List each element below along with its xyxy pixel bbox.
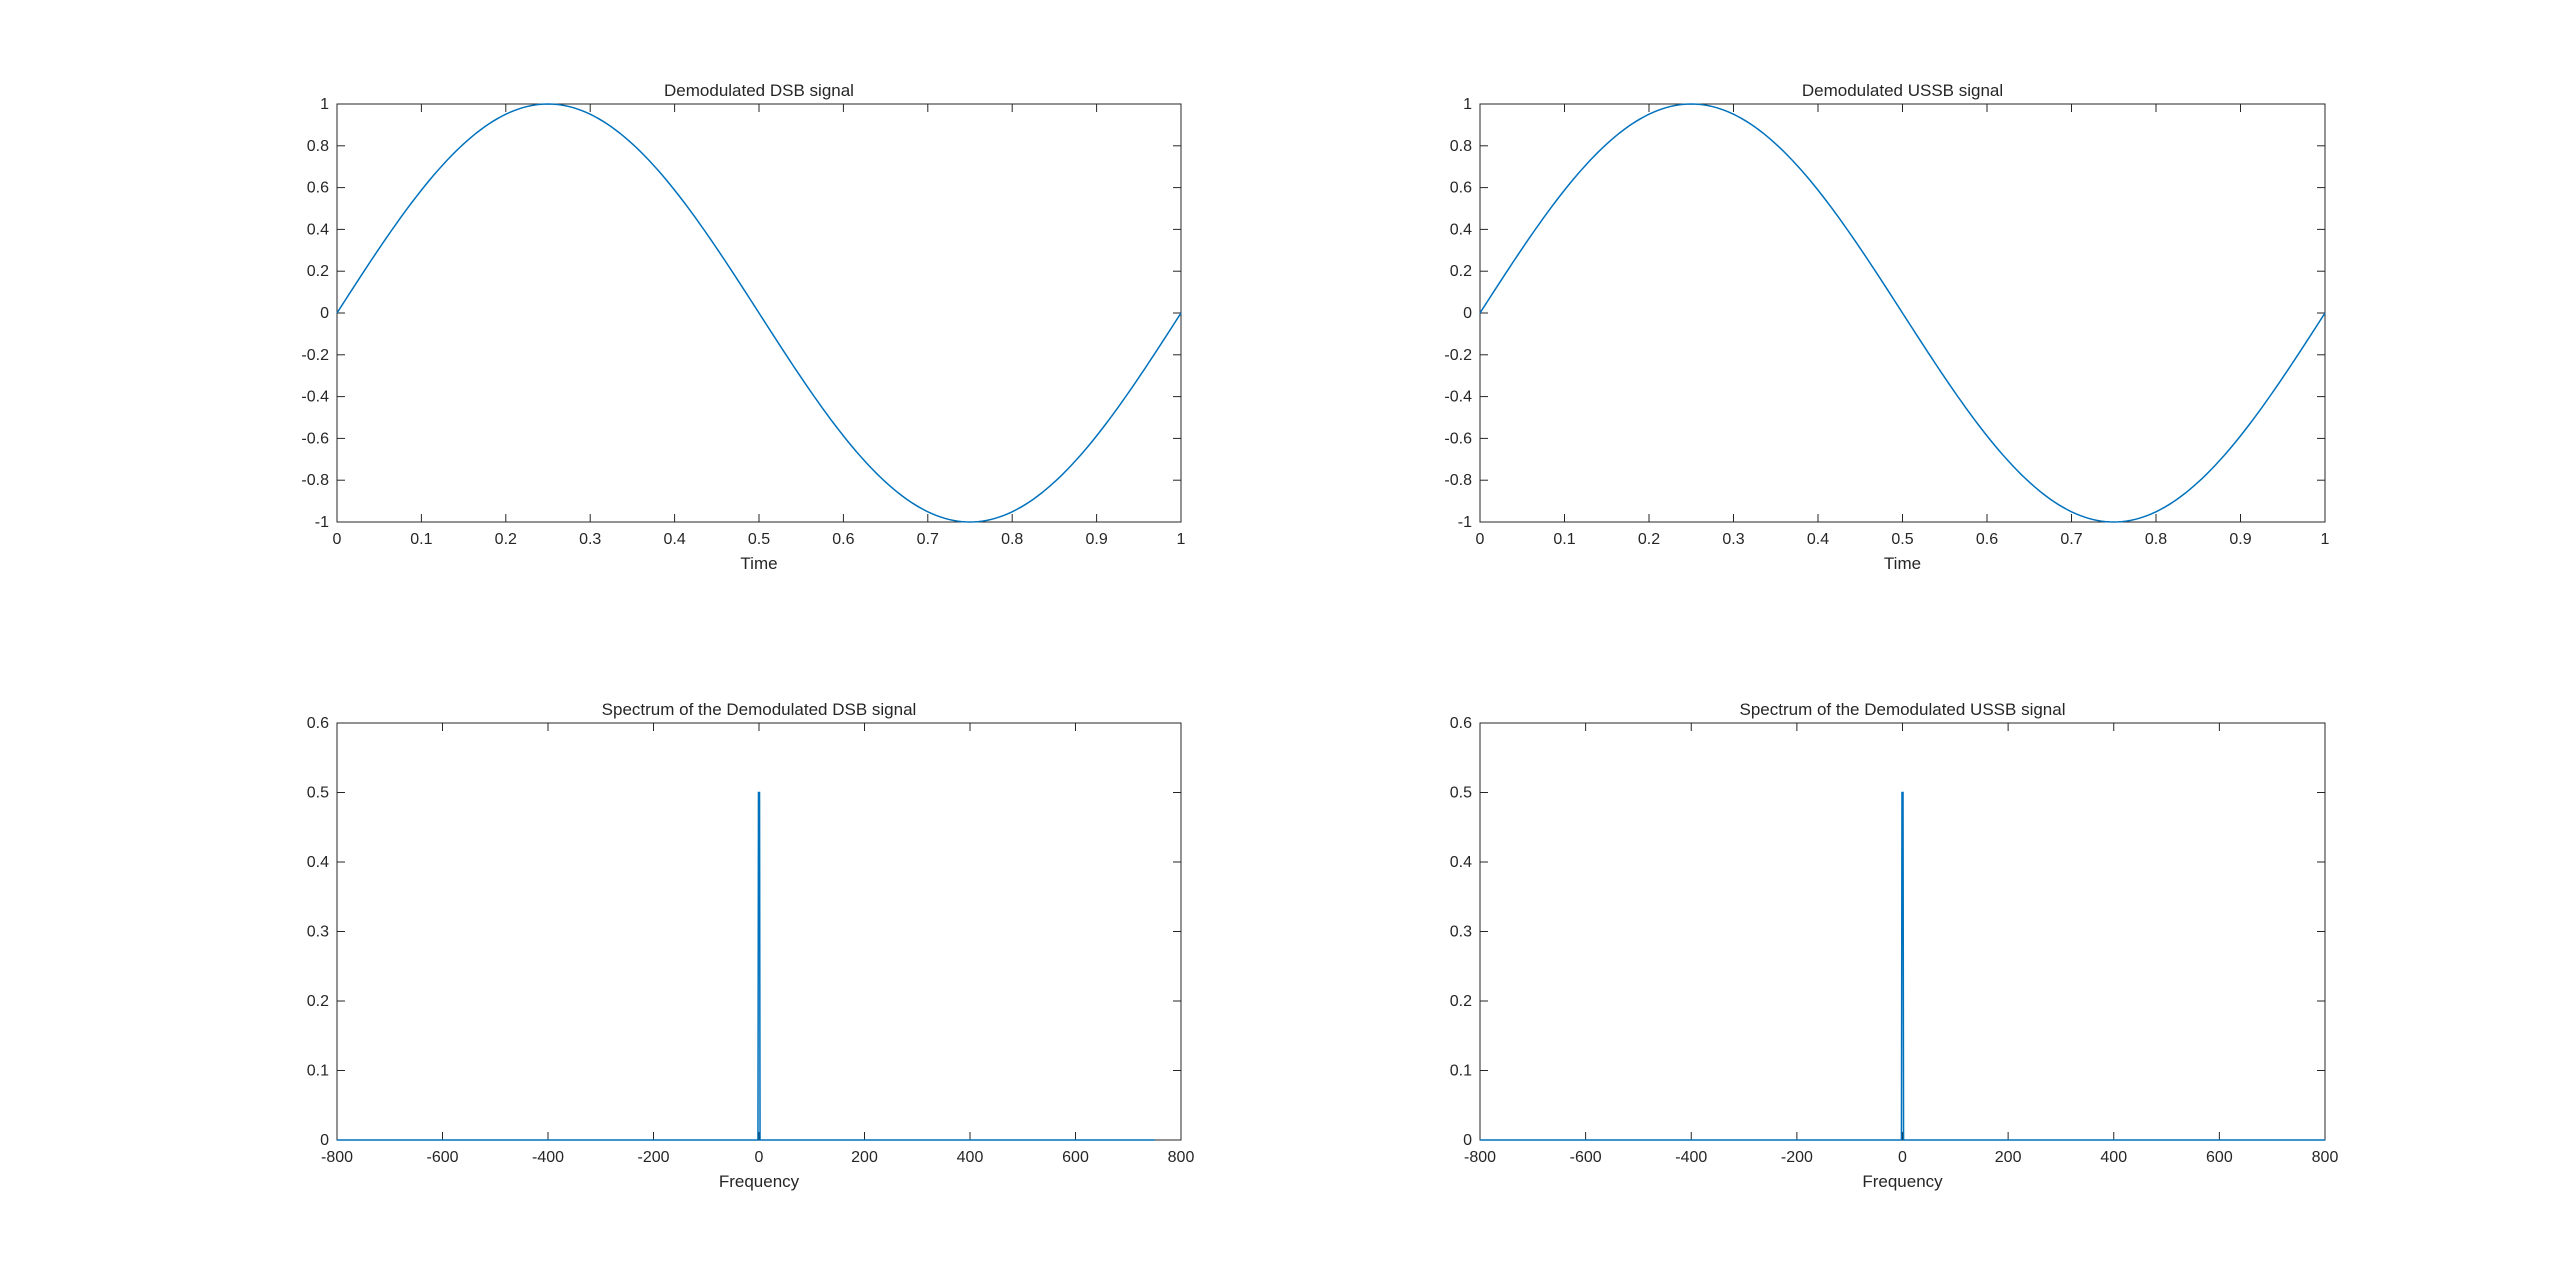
x-tick-label: -400 [532,1149,564,1166]
x-tick-label: 0.3 [579,531,601,548]
y-tick-label: -0.4 [301,389,329,406]
y-tick-label: -0.6 [301,430,329,447]
x-tick-label: 800 [1168,1149,1195,1166]
y-tick-label: 0 [320,305,329,322]
y-tick-label: 0.6 [307,715,329,732]
y-tick-label: 0.6 [1450,180,1472,197]
series-line [336,103,1182,523]
chart-1: 0 0.1 0.2 0.3 0.4 0.5 0.6 0.7 0.8 0.9 1 -1 -0.8 -0.6 -… [301,81,1185,573]
x-tick-label: 0 [333,531,342,548]
x-tick-label: 200 [851,1149,878,1166]
y-tick-label: 0.5 [1450,785,1472,802]
x-tick-label: 0.4 [663,531,685,548]
chart-title: Spectrum of the Demodulated USSB signal [1739,700,2065,719]
chart-2: 0 0.1 0.2 0.3 0.4 0.5 0.6 0.7 0.8 0.9 1 -1 -0.8 -0.6 -… [1444,81,2329,573]
y-tick-label: -0.6 [1444,430,1472,447]
y-tick-label: -0.2 [1444,347,1472,364]
x-tick-label: 800 [2312,1149,2339,1166]
y-tick-label: 0.8 [307,138,329,155]
x-axis-label: Time [1884,554,1921,573]
x-tick-label: -800 [1464,1149,1496,1166]
y-tick-label: 0.2 [307,993,329,1010]
y-tick-label: -0.2 [301,347,329,364]
y-tick-label: 0.3 [307,924,329,941]
x-axis-label: Time [740,554,777,573]
x-tick-label: 0 [1898,1149,1907,1166]
x-tick-label: 0.3 [1722,531,1744,548]
y-tick-label: 0 [1463,305,1472,322]
y-tick-label: -0.8 [301,472,329,489]
x-tick-label: 0.9 [1085,531,1107,548]
y-tick-label: -0.4 [1444,389,1472,406]
chart-3: -800 -600 -400 -200 0 200 400 600 800 0 0.1 0.2 0.3 0… [307,700,1195,1191]
x-tick-label: 0.8 [2145,531,2167,548]
x-tick-label: 0.1 [1553,531,1575,548]
y-tick-label: 0.6 [307,180,329,197]
y-tick-label: 0 [320,1132,329,1149]
y-tick-label: 0.4 [307,221,329,238]
y-tick-label: 0.1 [307,1063,329,1080]
y-tick-label: 1 [320,96,329,113]
x-axis-label: Frequency [1862,1172,1943,1191]
x-tick-label: 0 [1476,531,1485,548]
x-tick-label: 0.7 [917,531,939,548]
chart-title: Spectrum of the Demodulated DSB signal [602,700,917,719]
series-line [1480,791,2325,1141]
x-tick-label: -600 [426,1149,458,1166]
x-tick-label: 0.9 [2229,531,2251,548]
y-tick-label: 0.4 [307,854,329,871]
y-tick-label: 0.4 [1450,854,1472,871]
y-tick-label: 0.5 [307,785,329,802]
series-line [337,791,1155,1141]
x-axis-label: Frequency [719,1172,800,1191]
x-tick-label: -400 [1675,1149,1707,1166]
x-tick-label: -800 [321,1149,353,1166]
x-tick-label: 0 [755,1149,764,1166]
y-tick-label: 0.2 [307,263,329,280]
y-tick-label: 0.8 [1450,138,1472,155]
y-tick-label: -0.8 [1444,472,1472,489]
y-tick-label: 0.2 [1450,263,1472,280]
x-tick-label: 0.2 [495,531,517,548]
x-tick-label: 0.6 [832,531,854,548]
y-tick-label: 0.2 [1450,993,1472,1010]
y-tick-label: 0 [1463,1132,1472,1149]
x-tick-label: 0.4 [1807,531,1829,548]
y-tick-label: 1 [1463,96,1472,113]
chart-4: -800 -600 -400 -200 0 200 400 600 800 0 0.1 0.2 0.3 0… [1450,700,2339,1191]
x-tick-label: 400 [2100,1149,2127,1166]
x-tick-label: 200 [1995,1149,2022,1166]
chart-title: Demodulated USSB signal [1802,81,2003,100]
x-tick-label: -200 [1781,1149,1813,1166]
x-tick-label: 0.7 [2060,531,2082,548]
x-tick-label: 0.6 [1976,531,1998,548]
x-tick-label: 400 [957,1149,984,1166]
x-tick-label: 0.1 [410,531,432,548]
x-tick-label: 0.2 [1638,531,1660,548]
x-tick-label: -600 [1570,1149,1602,1166]
x-tick-label: 1 [2321,531,2330,548]
x-tick-label: 0.5 [1891,531,1913,548]
x-tick-label: 600 [1062,1149,1089,1166]
x-tick-label: 0.5 [748,531,770,548]
y-tick-label: -1 [1458,514,1472,531]
x-tick-label: 600 [2206,1149,2233,1166]
chart-title: Demodulated DSB signal [664,81,854,100]
y-tick-label: 0.6 [1450,715,1472,732]
y-tick-label: -1 [315,514,329,531]
y-tick-label: 0.4 [1450,221,1472,238]
y-tick-label: 0.1 [1450,1063,1472,1080]
x-tick-label: 1 [1177,531,1186,548]
x-tick-label: 0.8 [1001,531,1023,548]
series-line [1479,103,2326,523]
y-tick-label: 0.3 [1450,924,1472,941]
x-tick-label: -200 [637,1149,669,1166]
